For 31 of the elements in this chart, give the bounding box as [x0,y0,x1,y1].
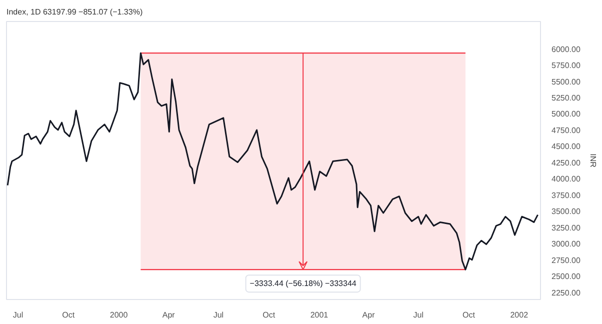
y-tick-label: 5000.00 [552,110,581,119]
y-tick-label: 4500.00 [552,142,581,152]
x-tick-label: 2001 [310,310,329,320]
y-tick-label: 5250.00 [552,93,581,102]
y-axis-title: INR [588,154,598,168]
x-tick-label: 2000 [110,310,128,320]
x-tick-label: 2002 [510,310,529,320]
y-tick-label: 2500.00 [552,272,581,282]
x-tick-label: Jul [413,310,424,320]
chart-title: Index, 1D 63197.99 −851.07 (−1.33%) [6,8,143,16]
y-tick-label: 2250.00 [552,288,581,298]
y-tick-label: 3250.00 [552,223,581,232]
x-tick-label: Oct [462,310,476,320]
y-tick-label: 4000.00 [552,174,581,184]
y-tick-label: 2750.00 [552,256,581,265]
x-tick-label: Oct [262,310,276,320]
x-tick-label: Apr [362,310,376,320]
y-tick-label: 5500.00 [552,77,581,86]
x-tick-label: Oct [62,310,76,320]
line-series [6,52,539,270]
x-tick-label: Apr [162,310,176,320]
x-tick-label: Jul [12,310,24,320]
y-tick-label: 6000.00 [552,44,581,54]
y-tick-label: 3000.00 [552,240,581,249]
x-tick-label: Jul [213,310,224,320]
y-tick-label: 4250.00 [552,158,581,168]
y-tick-label: 4750.00 [552,126,581,135]
y-tick-label: 3750.00 [552,190,581,200]
y-tick-label: 5750.00 [552,61,581,70]
y-tick-label: 3500.00 [552,207,581,216]
annotation: −3333.44 (−56.18%) −333344 [250,279,357,288]
